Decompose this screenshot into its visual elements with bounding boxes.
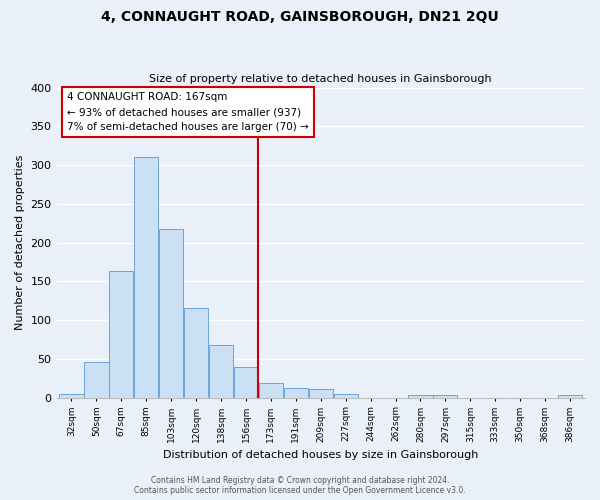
Bar [184, 308, 208, 398]
Bar [259, 383, 283, 398]
Bar [409, 394, 433, 398]
Bar [334, 394, 358, 398]
Text: Contains HM Land Registry data © Crown copyright and database right 2024.
Contai: Contains HM Land Registry data © Crown c… [134, 476, 466, 495]
Title: Size of property relative to detached houses in Gainsborough: Size of property relative to detached ho… [149, 74, 492, 84]
Bar [284, 388, 308, 398]
X-axis label: Distribution of detached houses by size in Gainsborough: Distribution of detached houses by size … [163, 450, 478, 460]
Bar [159, 230, 183, 398]
Bar [558, 396, 582, 398]
Bar [433, 396, 457, 398]
Bar [234, 368, 258, 398]
Bar [209, 345, 233, 398]
Bar [134, 156, 158, 398]
Bar [59, 394, 83, 398]
Y-axis label: Number of detached properties: Number of detached properties [15, 155, 25, 330]
Bar [109, 272, 133, 398]
Bar [308, 389, 333, 398]
Text: 4 CONNAUGHT ROAD: 167sqm
← 93% of detached houses are smaller (937)
7% of semi-d: 4 CONNAUGHT ROAD: 167sqm ← 93% of detach… [67, 92, 309, 132]
Text: 4, CONNAUGHT ROAD, GAINSBOROUGH, DN21 2QU: 4, CONNAUGHT ROAD, GAINSBOROUGH, DN21 2Q… [101, 10, 499, 24]
Bar [85, 362, 109, 398]
